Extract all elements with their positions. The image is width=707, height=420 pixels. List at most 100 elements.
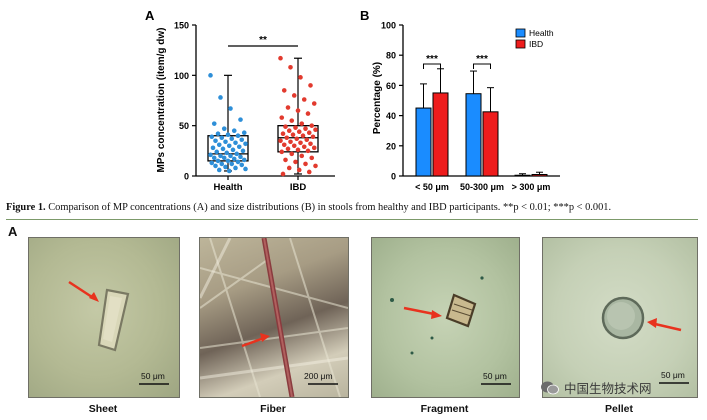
y-tick-label: 40 bbox=[386, 111, 396, 121]
data-point bbox=[243, 141, 248, 147]
data-point bbox=[219, 135, 225, 141]
scale-bar-label: 200 μm bbox=[304, 371, 333, 381]
data-point bbox=[223, 139, 228, 145]
data-point bbox=[228, 106, 233, 111]
data-point bbox=[313, 127, 318, 132]
data-point bbox=[240, 148, 246, 154]
image-label-sheet: Sheet bbox=[88, 403, 118, 415]
caption-label: Figure 1. bbox=[6, 202, 46, 213]
data-point bbox=[238, 117, 243, 122]
data-point bbox=[234, 151, 240, 157]
data-point bbox=[239, 162, 245, 168]
caption-text: Comparison of MP concentrations (A) and … bbox=[45, 202, 612, 213]
data-point bbox=[241, 130, 247, 136]
data-point bbox=[306, 130, 312, 136]
data-point bbox=[295, 108, 301, 113]
x-tick-label: Health bbox=[213, 182, 242, 193]
data-point bbox=[296, 167, 302, 173]
fragment-image: 50 μm bbox=[390, 276, 511, 385]
data-point bbox=[220, 146, 226, 152]
legend-swatch bbox=[515, 28, 526, 38]
data-point bbox=[239, 137, 245, 143]
data-point bbox=[243, 166, 248, 172]
data-point bbox=[301, 97, 307, 102]
panel-a-letter: A bbox=[145, 8, 155, 23]
data-point bbox=[216, 142, 222, 148]
y-tick-label: 0 bbox=[391, 172, 396, 182]
data-point bbox=[211, 121, 217, 126]
data-point bbox=[279, 149, 285, 155]
data-point bbox=[300, 133, 306, 139]
wechat-icon bbox=[541, 381, 559, 394]
bar bbox=[432, 92, 449, 177]
significance-bracket bbox=[473, 63, 491, 69]
data-point bbox=[293, 159, 298, 165]
data-point bbox=[284, 135, 290, 141]
micrograph-fiber: 200 μm bbox=[199, 237, 349, 398]
data-point bbox=[226, 143, 232, 149]
data-point bbox=[221, 155, 227, 161]
red-arrow bbox=[654, 322, 682, 332]
data-point bbox=[283, 124, 288, 129]
data-point bbox=[308, 141, 313, 147]
sheet-image: 50 μm bbox=[68, 280, 169, 385]
data-point bbox=[281, 88, 287, 93]
chart-a: A MPs concentration (item/g dw) 0 50 100 15… bbox=[145, 8, 335, 193]
y-tick-label: 100 bbox=[381, 21, 396, 31]
figure-caption: Figure 1. Comparison of MP concentration… bbox=[6, 201, 706, 214]
data-point bbox=[278, 138, 283, 144]
data-point bbox=[306, 169, 312, 175]
data-point bbox=[233, 140, 238, 146]
micrograph-pellet bbox=[542, 237, 698, 398]
micrograph-sheet: 50 μm bbox=[28, 237, 180, 398]
data-point bbox=[231, 156, 237, 162]
chart-b-ylabel: Percentage (%) bbox=[372, 62, 383, 134]
y-tick-label: 150 bbox=[174, 21, 189, 31]
chart-a-ylabel: MPs concentration (item/g dw) bbox=[156, 27, 167, 172]
data-point bbox=[236, 144, 242, 150]
data-point bbox=[213, 163, 218, 169]
section-divider bbox=[6, 219, 698, 220]
data-point bbox=[304, 137, 310, 143]
data-point bbox=[305, 148, 311, 154]
data-point bbox=[235, 159, 241, 165]
panel-b-letter: B bbox=[360, 8, 369, 23]
data-point bbox=[308, 83, 313, 88]
legend-label: Health bbox=[529, 28, 554, 38]
data-point bbox=[233, 165, 238, 171]
data-point bbox=[309, 155, 315, 161]
data-point bbox=[298, 75, 303, 80]
data-point bbox=[223, 164, 228, 170]
data-point bbox=[209, 134, 215, 140]
bar bbox=[415, 107, 432, 177]
data-point bbox=[311, 101, 317, 106]
data-point bbox=[229, 161, 235, 167]
x-tick-label: < 50 μm bbox=[415, 182, 449, 192]
data-point bbox=[288, 139, 293, 145]
data-point bbox=[289, 118, 295, 123]
data-point bbox=[299, 121, 305, 126]
legend-label: IBD bbox=[529, 39, 543, 49]
data-point bbox=[291, 143, 297, 149]
data-point bbox=[286, 128, 292, 133]
data-point bbox=[225, 132, 231, 138]
data-point bbox=[279, 115, 285, 120]
data-point bbox=[285, 146, 291, 152]
data-point bbox=[230, 147, 236, 153]
data-point bbox=[225, 158, 231, 164]
data-point bbox=[216, 167, 222, 173]
watermark: 中国生物技术网 bbox=[540, 378, 652, 397]
data-point bbox=[215, 131, 221, 137]
data-point bbox=[313, 163, 318, 169]
data-point bbox=[310, 134, 316, 140]
figure2-panel-letter: A bbox=[8, 224, 18, 239]
micrograph-fragment: 50 μm bbox=[371, 237, 520, 398]
data-point bbox=[295, 147, 301, 153]
data-point bbox=[291, 93, 297, 98]
significance-label: *** bbox=[476, 54, 488, 65]
bar bbox=[482, 111, 499, 177]
data-point bbox=[293, 125, 298, 130]
data-point bbox=[235, 133, 241, 139]
data-point bbox=[224, 150, 230, 156]
pellet-image bbox=[601, 296, 682, 340]
